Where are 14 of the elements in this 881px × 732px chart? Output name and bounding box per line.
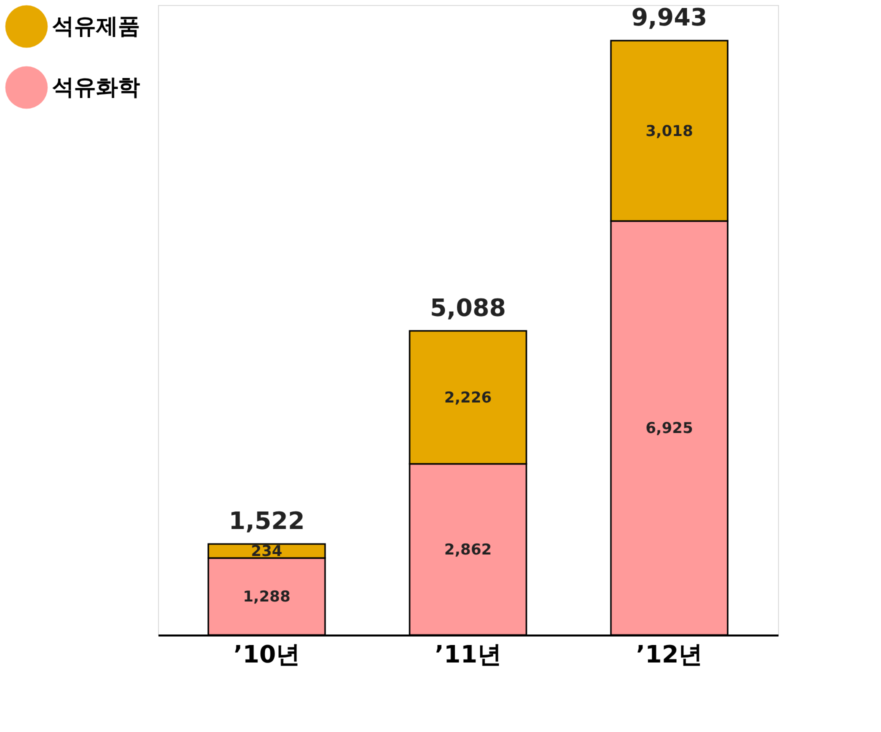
data-label: 234 [251, 542, 282, 560]
data-label: 2,862 [444, 540, 492, 558]
total-label: 1,522 [228, 507, 305, 536]
x-tick-label: ’11년 [434, 640, 502, 668]
data-label: 3,018 [646, 122, 694, 140]
legend-label: 석유제품 [52, 14, 140, 40]
x-tick-label: ’12년 [636, 640, 703, 668]
data-label: 1,288 [242, 588, 290, 606]
total-label: 9,943 [631, 4, 708, 32]
legend-label: 석유화학 [52, 76, 140, 100]
x-tick-label: ’10년 [233, 640, 300, 668]
data-label: 2,226 [444, 388, 492, 406]
total-label: 5,088 [430, 294, 506, 322]
data-label: 6,925 [646, 419, 694, 438]
